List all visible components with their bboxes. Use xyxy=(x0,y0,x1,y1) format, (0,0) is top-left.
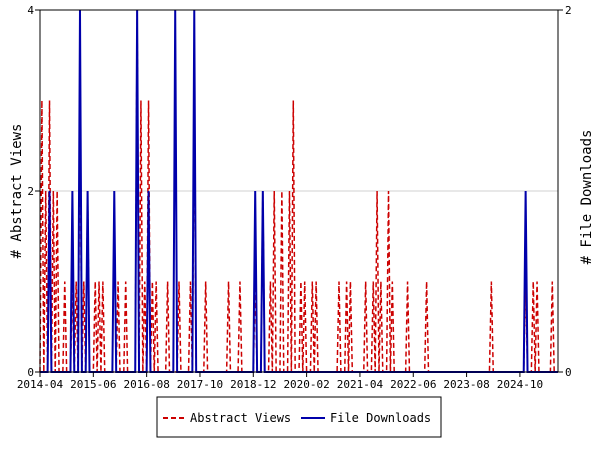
legend-downloads-label: File Downloads xyxy=(330,411,431,425)
x-tick-label: 2024-10 xyxy=(497,378,543,391)
y-right-tick-label: 0 xyxy=(565,366,572,379)
legend: Abstract Views File Downloads xyxy=(156,396,442,438)
y-left-tick-label: 0 xyxy=(27,366,34,379)
y-left-tick-label: 4 xyxy=(27,4,34,17)
x-tick-label: 2015-06 xyxy=(70,378,116,391)
x-tick-label: 2020-02 xyxy=(283,378,329,391)
x-tick-label: 2017-10 xyxy=(177,378,223,391)
x-tick-label: 2016-08 xyxy=(123,378,169,391)
legend-views-label: Abstract Views xyxy=(190,411,291,425)
y-right-tick-label: 2 xyxy=(565,4,572,17)
grid-layer xyxy=(40,9,558,373)
x-tick-label: 2018-12 xyxy=(230,378,276,391)
x-tick-label: 2023-08 xyxy=(443,378,489,391)
y-right-axis-title: # File Downloads xyxy=(579,130,595,265)
x-tick-label: 2022-06 xyxy=(390,378,436,391)
x-tick-label: 2014-04 xyxy=(17,378,64,391)
x-tick-layer: 2014-04 2015-06 2016-08 2017-10 2018-12 2020-… xyxy=(17,372,543,391)
y-left-axis-title: # Abstract Views xyxy=(9,124,25,259)
x-tick-label: 2021-04 xyxy=(337,378,384,391)
legend-box xyxy=(156,396,442,438)
y-left-tick-label: 2 xyxy=(27,185,34,198)
y-tick-layer: 0 2 4 0 2 xyxy=(27,4,571,379)
